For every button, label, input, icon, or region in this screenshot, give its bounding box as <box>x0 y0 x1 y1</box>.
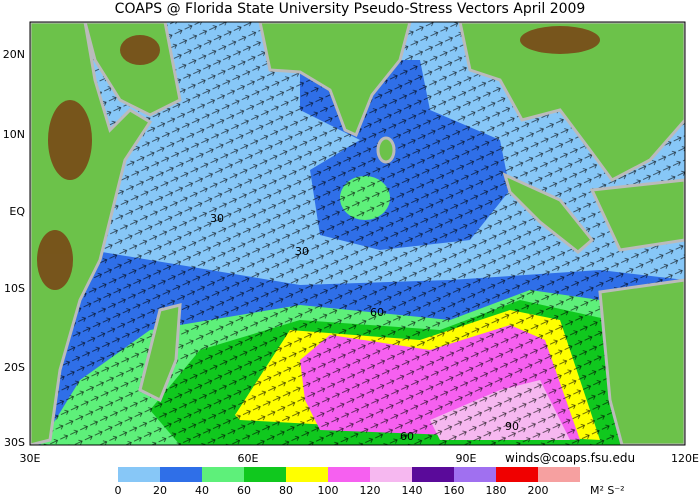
colorbar-box <box>454 467 496 482</box>
colorbar-tick-label: 180 <box>486 484 507 497</box>
lat-label: 30S <box>4 436 25 449</box>
colorbar-tick-label: 140 <box>402 484 423 497</box>
lon-label: 30E <box>20 452 41 465</box>
highlands <box>37 26 600 290</box>
contour-label: 60 <box>400 430 414 443</box>
colorbar-box <box>496 467 538 482</box>
sumatra <box>502 172 595 254</box>
lat-label: 10N <box>3 128 25 141</box>
contour-label: 60 <box>370 306 384 319</box>
lat-label: EQ <box>9 205 25 218</box>
colorbar-tick-label: 80 <box>279 484 293 497</box>
map-area: 30 30 60 60 90 <box>30 22 685 445</box>
colorbar: 0 20 40 60 80 100 120 140 160 180 200 <box>115 467 580 497</box>
lat-label: 20N <box>3 48 25 61</box>
map-frame <box>29 21 686 446</box>
lon-label: 120E <box>671 452 699 465</box>
colorbar-tick-label: 60 <box>237 484 251 497</box>
colorbar-box <box>160 467 202 482</box>
australia <box>598 278 685 445</box>
lat-label: 20S <box>4 361 25 374</box>
contour-label: 90 <box>505 420 519 433</box>
colorbar-tick-label: 160 <box>444 484 465 497</box>
colorbar-box <box>118 467 160 482</box>
colorbar-box <box>412 467 454 482</box>
colorbar-tick-label: 100 <box>318 484 339 497</box>
colorbar-tick-label: 40 <box>195 484 209 497</box>
india <box>258 22 412 138</box>
colorbar-box <box>370 467 412 482</box>
contour-label: 30 <box>295 245 309 258</box>
map-title: COAPS @ Florida State University Pseudo-… <box>115 1 586 17</box>
colorbar-tick-label: 20 <box>153 484 167 497</box>
contour-label: 30 <box>210 212 224 225</box>
se-asia <box>458 22 685 182</box>
lon-label: 60E <box>238 452 259 465</box>
madagascar <box>138 303 182 403</box>
colorbar-box <box>202 467 244 482</box>
colorbar-tick-label: 120 <box>360 484 381 497</box>
colorbar-tick-label: 200 <box>528 484 549 497</box>
colorbar-box <box>538 467 580 482</box>
colorbar-box <box>328 467 370 482</box>
colorbar-unit: M² S⁻² <box>590 484 625 497</box>
borneo <box>589 178 685 252</box>
colorbar-box <box>244 467 286 482</box>
credit: winds@coaps.fsu.edu <box>505 451 635 465</box>
lat-label: 10S <box>4 282 25 295</box>
lon-label: 90E <box>456 452 477 465</box>
colorbar-tick-label: 0 <box>115 484 122 497</box>
colorbar-box <box>286 467 328 482</box>
sri-lanka <box>376 136 396 164</box>
